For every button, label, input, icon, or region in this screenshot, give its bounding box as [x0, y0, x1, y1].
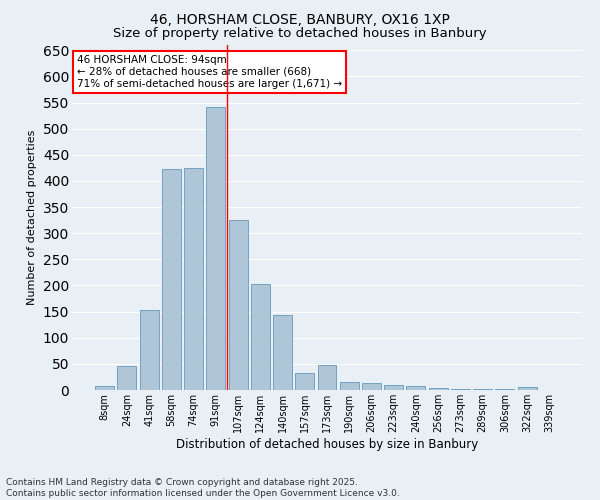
Text: 46, HORSHAM CLOSE, BANBURY, OX16 1XP: 46, HORSHAM CLOSE, BANBURY, OX16 1XP [150, 12, 450, 26]
Bar [229, 220, 248, 390]
Bar [429, 388, 448, 390]
Bar [95, 386, 114, 390]
Bar [406, 386, 425, 390]
Bar [184, 168, 203, 390]
Bar [340, 382, 359, 390]
Bar [162, 170, 181, 390]
Text: 46 HORSHAM CLOSE: 94sqm
← 28% of detached houses are smaller (668)
71% of semi-d: 46 HORSHAM CLOSE: 94sqm ← 28% of detache… [77, 56, 342, 88]
Bar [140, 310, 158, 390]
Bar [206, 106, 225, 390]
X-axis label: Distribution of detached houses by size in Banbury: Distribution of detached houses by size … [176, 438, 478, 450]
Bar [118, 366, 136, 390]
Bar [317, 365, 337, 390]
Bar [384, 386, 403, 390]
Text: Contains HM Land Registry data © Crown copyright and database right 2025.
Contai: Contains HM Land Registry data © Crown c… [6, 478, 400, 498]
Bar [518, 388, 536, 390]
Bar [362, 383, 381, 390]
Y-axis label: Number of detached properties: Number of detached properties [27, 130, 37, 305]
Bar [295, 373, 314, 390]
Bar [451, 389, 470, 390]
Bar [273, 316, 292, 390]
Bar [251, 284, 270, 390]
Text: Size of property relative to detached houses in Banbury: Size of property relative to detached ho… [113, 28, 487, 40]
